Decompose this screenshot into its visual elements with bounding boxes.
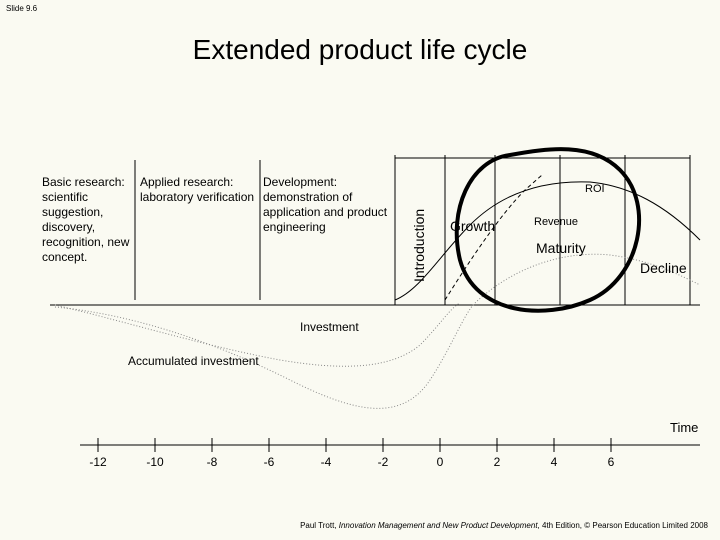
label-accumulated: Accumulated investment: [128, 354, 259, 368]
footer-author: Paul Trott,: [300, 521, 339, 530]
label-investment: Investment: [300, 320, 359, 334]
phase-decline: Decline: [640, 260, 687, 276]
stage-applied: Applied research: laboratory verificatio…: [140, 175, 258, 205]
tick-1: -10: [140, 455, 170, 469]
tick-5: -2: [368, 455, 398, 469]
footer-credit: Paul Trott, Innovation Management and Ne…: [300, 521, 708, 530]
phase-maturity: Maturity: [536, 240, 586, 256]
tick-0: -12: [83, 455, 113, 469]
tick-4: -4: [311, 455, 341, 469]
tick-8: 4: [539, 455, 569, 469]
footer-book: Innovation Management and New Product De…: [339, 521, 538, 530]
stage-basic: Basic research: scientific suggestion, d…: [42, 175, 132, 265]
phase-introduction: Introduction: [411, 209, 427, 282]
tick-9: 6: [596, 455, 626, 469]
page-title: Extended product life cycle: [0, 34, 720, 66]
phase-growth: Growth: [450, 218, 495, 234]
tick-3: -6: [254, 455, 284, 469]
stage-development: Development: demonstration of applicatio…: [263, 175, 388, 235]
axis-time-label: Time: [670, 420, 698, 435]
tick-6: 0: [425, 455, 455, 469]
label-roi: ROI: [585, 183, 605, 195]
label-revenue: Revenue: [534, 216, 578, 228]
tick-2: -8: [197, 455, 227, 469]
slide-number: Slide 9.6: [6, 4, 37, 13]
footer-rest: , 4th Edition, © Pearson Education Limit…: [538, 521, 708, 530]
tick-7: 2: [482, 455, 512, 469]
